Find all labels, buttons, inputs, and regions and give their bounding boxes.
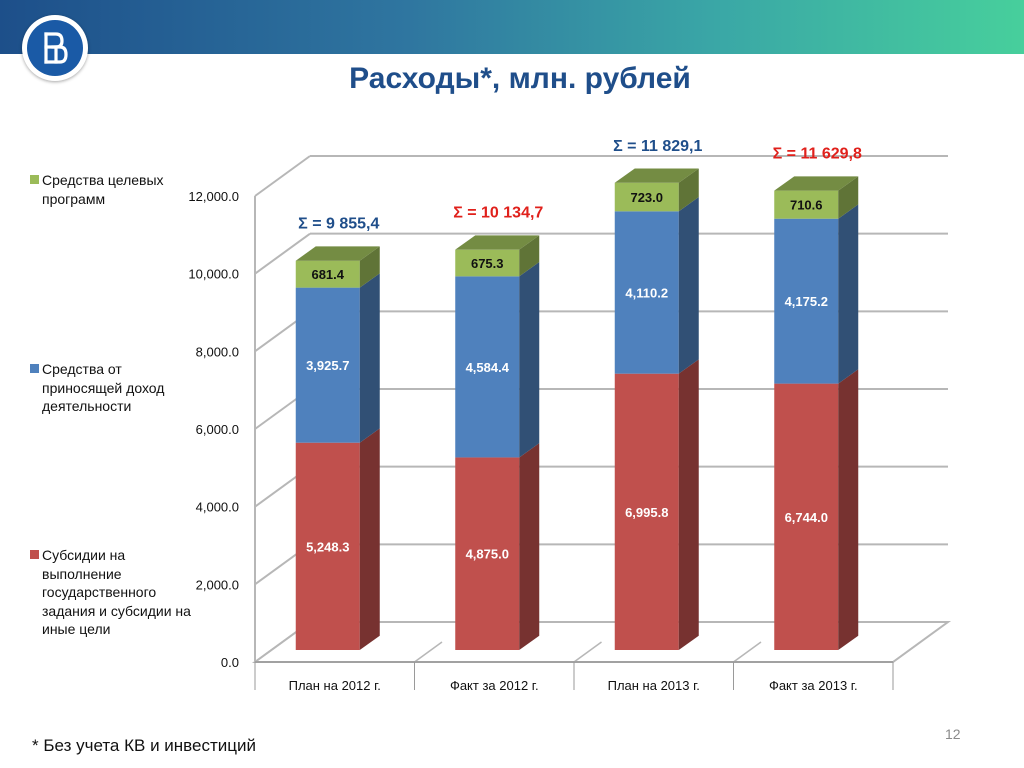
floor-divider [733, 641, 762, 663]
bar-data-label: 3,925.7 [306, 358, 349, 373]
bar-segment-side [519, 443, 540, 650]
y-tick-label: 12,000.0 [188, 189, 239, 204]
bar-total-label: Σ = 10 134,7 [453, 205, 543, 222]
bar-top-cap [774, 176, 859, 191]
gridline-side [254, 232, 311, 275]
bar-segment-side [359, 428, 380, 650]
bar-segment [295, 287, 360, 443]
y-tick-label: 6,000.0 [196, 422, 239, 437]
bar-data-label: 710.6 [790, 198, 823, 213]
x-tick-label: Факт за 2013 г. [769, 678, 858, 693]
bar-total-label: Σ = 11 629,8 [773, 146, 862, 163]
x-tick-label: План на 2013 г. [608, 678, 700, 693]
bar-data-label: 6,744.0 [785, 510, 828, 525]
bar-data-label: 723.0 [630, 190, 663, 205]
legend-swatch-green [30, 175, 39, 184]
y-tick-label: 4,000.0 [196, 500, 239, 515]
bar-top-cap [295, 246, 380, 261]
bar-segment [455, 276, 520, 458]
bar-segment-side [359, 273, 380, 443]
bar-data-label: 681.4 [311, 267, 344, 282]
bar-data-label: 4,584.4 [466, 360, 510, 375]
legend-swatch-blue [30, 364, 39, 373]
legend-label: Субсидии на выполнение государственного … [42, 547, 191, 637]
floor-divider [573, 641, 602, 663]
legend-label: Средства целевых программ [42, 172, 164, 207]
legend-label: Средства от приносящей доход деятельност… [42, 361, 165, 414]
bar-segment-side [838, 204, 859, 384]
bar-segment [774, 218, 839, 384]
bar-segment [295, 442, 360, 650]
bar-data-label: 4,110.2 [625, 285, 668, 300]
bar-data-label: 5,248.3 [306, 539, 349, 554]
legend-swatch-red [30, 550, 39, 559]
bar-segment [614, 211, 679, 374]
floor-divider [254, 641, 283, 663]
bar-segment-side [678, 359, 699, 650]
bar-segment-side [678, 197, 699, 374]
bar-data-label: 6,995.8 [625, 505, 668, 520]
header-banner [0, 0, 1024, 54]
bar-data-label: 675.3 [471, 256, 504, 271]
x-tick-label: Факт за 2012 г. [450, 678, 539, 693]
gridline-side [254, 155, 311, 197]
bar-segment [614, 182, 679, 212]
bar-segment [455, 457, 520, 650]
y-tick-label: 10,000.0 [188, 267, 239, 282]
bar-segment-side [838, 369, 859, 650]
page-title: Расходы*, млн. рублей [349, 62, 691, 95]
bar-top-cap [455, 235, 540, 250]
bar-segment-side [519, 235, 540, 277]
page-number: 12 [945, 726, 961, 742]
bar-segment-side [678, 168, 699, 212]
bar-total-label: Σ = 11 829,1 [613, 138, 702, 155]
bar-top-cap [614, 168, 699, 183]
bar-segment-side [838, 176, 859, 219]
bar-segment [774, 190, 839, 219]
bar-segment [295, 260, 360, 288]
university-logo [22, 15, 88, 81]
bar-total-label: Σ = 9 855,4 [298, 216, 379, 233]
bar-data-label: 4,175.2 [785, 294, 828, 309]
bar-data-label: 4,875.0 [466, 547, 509, 562]
bar-segment [614, 373, 679, 650]
y-tick-label: 2,000.0 [196, 577, 239, 592]
floor-divider [414, 641, 443, 663]
bar-segment [455, 249, 520, 277]
y-tick-label: 8,000.0 [196, 344, 239, 359]
bar-segment-side [519, 262, 540, 458]
bar-segment [774, 383, 839, 650]
y-tick-label: 0.0 [221, 655, 239, 670]
floor-divider [892, 641, 921, 663]
bar-segment-side [359, 246, 380, 288]
footnote: * Без учета КВ и инвестиций [32, 736, 256, 755]
x-tick-label: План на 2012 г. [289, 678, 381, 693]
